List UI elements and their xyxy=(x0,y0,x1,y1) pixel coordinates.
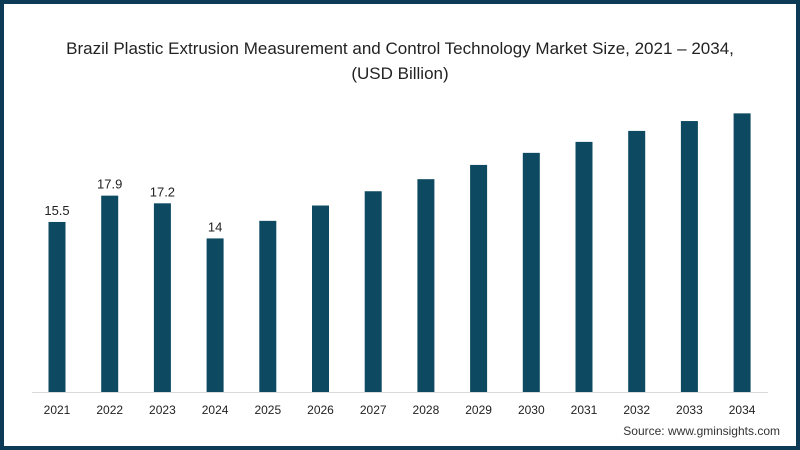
data-label: 15.5 xyxy=(44,203,69,218)
bar-2032 xyxy=(628,130,646,392)
bar-2031 xyxy=(575,141,593,392)
bar-2027 xyxy=(364,191,382,392)
x-tick-label: 2034 xyxy=(729,403,756,417)
bar-2026 xyxy=(312,205,329,392)
chart-title: Brazil Plastic Extrusion Measurement and… xyxy=(66,39,734,83)
bar-2024 xyxy=(206,238,224,392)
x-tick-label: 2023 xyxy=(149,403,176,417)
x-tick-label: 2032 xyxy=(623,403,650,417)
bar-2021 xyxy=(48,221,66,392)
x-tick-label: 2030 xyxy=(518,403,545,417)
x-tick-label: 2021 xyxy=(44,403,71,417)
x-tick-label: 2033 xyxy=(676,403,703,417)
bar-2028 xyxy=(417,179,435,392)
bar-2025 xyxy=(259,220,277,392)
x-tick-label: 2026 xyxy=(307,403,334,417)
data-label: 17.2 xyxy=(150,184,175,199)
source-note: Source: www.gminsights.com xyxy=(623,424,780,438)
bar-2023 xyxy=(153,203,171,392)
bar-2034 xyxy=(733,113,751,392)
x-tick-label: 2024 xyxy=(202,403,229,417)
x-tick-label: 2031 xyxy=(571,403,598,417)
bar-2029 xyxy=(470,164,488,392)
bar-2022 xyxy=(101,195,119,392)
data-label: 17.9 xyxy=(97,177,122,192)
x-tick-label: 2028 xyxy=(413,403,440,417)
bar-2033 xyxy=(680,121,698,392)
x-tick-label: 2025 xyxy=(254,403,281,417)
bar-2030 xyxy=(522,152,540,392)
x-tick-label: 2029 xyxy=(465,403,492,417)
x-tick-label: 2022 xyxy=(96,403,123,417)
x-tick-label: 2027 xyxy=(360,403,387,417)
data-label: 14 xyxy=(208,219,222,234)
